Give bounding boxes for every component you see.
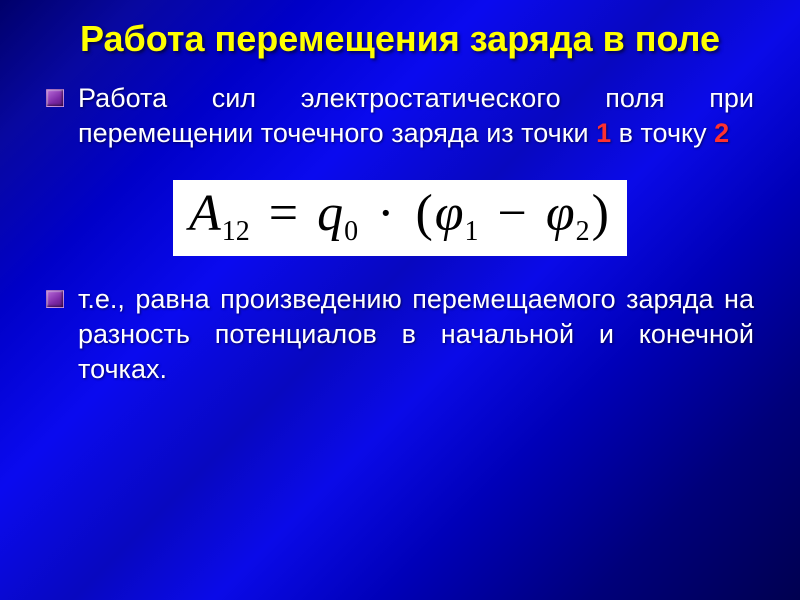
bullet-icon (46, 290, 64, 308)
formula-A-sub: 12 (221, 216, 250, 247)
bullet-item-2: т.е., равна произведению перемещаемого з… (46, 282, 754, 387)
formula-q: q (317, 185, 343, 242)
formula-phi2-sub: 2 (575, 216, 590, 247)
formula-close-paren: ) (590, 185, 611, 242)
highlight-number-1: 1 (596, 118, 611, 148)
formula-phi1: φ (435, 185, 464, 242)
bullet-2-text: т.е., равна произведению перемещаемого з… (78, 282, 754, 387)
formula-dot: · (371, 185, 400, 242)
bullet1-mid: в точку (611, 118, 714, 148)
formula: A12 = q0 · (φ1 − φ2) (173, 180, 627, 256)
formula-phi2: φ (546, 185, 575, 242)
slide-title: Работа перемещения заряда в поле (46, 18, 754, 59)
formula-A: A (189, 185, 221, 242)
slide: Работа перемещения заряда в поле Работа … (0, 0, 800, 600)
formula-phi1-sub: 1 (464, 216, 479, 247)
formula-q-sub: 0 (343, 216, 358, 247)
bullet-icon (46, 89, 64, 107)
bullet-1-text: Работа сил электростатического поля при … (78, 81, 754, 151)
formula-container: A12 = q0 · (φ1 − φ2) (46, 180, 754, 256)
highlight-number-2: 2 (714, 118, 729, 148)
bullet-item-1: Работа сил электростатического поля при … (46, 81, 754, 151)
formula-minus: − (492, 185, 533, 242)
formula-eq: = (263, 185, 304, 242)
formula-open-paren: ( (413, 185, 434, 242)
